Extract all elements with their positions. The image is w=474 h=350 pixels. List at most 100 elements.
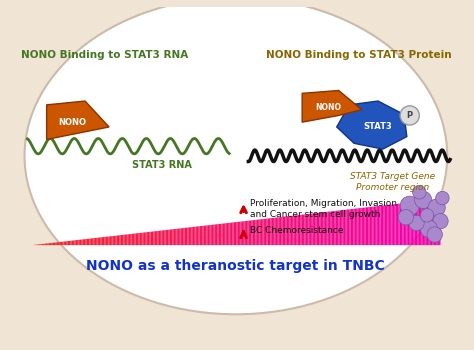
Polygon shape <box>141 233 143 245</box>
Polygon shape <box>239 222 240 245</box>
Polygon shape <box>182 228 183 245</box>
Polygon shape <box>163 230 164 245</box>
Polygon shape <box>291 216 292 245</box>
Polygon shape <box>439 199 440 245</box>
Polygon shape <box>301 215 303 245</box>
Polygon shape <box>370 207 371 245</box>
Polygon shape <box>221 224 223 245</box>
Polygon shape <box>310 214 311 245</box>
Polygon shape <box>364 208 365 245</box>
Polygon shape <box>264 219 265 245</box>
Ellipse shape <box>409 215 424 231</box>
Ellipse shape <box>433 214 448 229</box>
Polygon shape <box>284 217 285 245</box>
Polygon shape <box>81 239 82 245</box>
Polygon shape <box>386 205 387 245</box>
Polygon shape <box>178 229 179 245</box>
Polygon shape <box>183 228 185 245</box>
Polygon shape <box>234 222 235 245</box>
Polygon shape <box>110 236 111 245</box>
Polygon shape <box>382 205 383 245</box>
Polygon shape <box>259 219 261 245</box>
Polygon shape <box>250 220 251 245</box>
Polygon shape <box>240 222 242 245</box>
Polygon shape <box>157 231 159 245</box>
Polygon shape <box>53 243 54 245</box>
Polygon shape <box>385 205 386 245</box>
Polygon shape <box>280 217 281 245</box>
Polygon shape <box>209 225 210 245</box>
Polygon shape <box>152 231 154 245</box>
Polygon shape <box>42 244 43 245</box>
Text: STAT3 Target Gene
Promoter region: STAT3 Target Gene Promoter region <box>350 172 435 191</box>
Polygon shape <box>156 231 157 245</box>
Polygon shape <box>171 229 173 245</box>
Polygon shape <box>408 203 409 245</box>
Polygon shape <box>121 235 122 245</box>
Polygon shape <box>431 200 432 245</box>
Polygon shape <box>72 240 73 245</box>
Polygon shape <box>319 212 321 245</box>
Polygon shape <box>47 243 48 245</box>
Polygon shape <box>255 220 257 245</box>
Polygon shape <box>302 90 362 122</box>
Polygon shape <box>134 233 136 245</box>
Text: NONO as a theranostic target in TNBC: NONO as a theranostic target in TNBC <box>86 259 385 273</box>
Text: NONO Binding to STAT3 Protein: NONO Binding to STAT3 Protein <box>266 50 452 60</box>
Polygon shape <box>196 226 197 245</box>
Polygon shape <box>43 244 45 245</box>
Polygon shape <box>351 209 352 245</box>
Polygon shape <box>76 240 77 245</box>
Polygon shape <box>220 224 221 245</box>
Polygon shape <box>303 215 304 245</box>
Text: STAT3 RNA: STAT3 RNA <box>132 160 192 170</box>
Text: BC Chemoresistance: BC Chemoresistance <box>250 226 344 235</box>
Polygon shape <box>174 229 175 245</box>
Polygon shape <box>360 208 362 245</box>
Polygon shape <box>213 225 215 245</box>
Polygon shape <box>343 210 344 245</box>
Polygon shape <box>311 214 312 245</box>
Polygon shape <box>103 237 104 245</box>
Text: P: P <box>407 111 413 120</box>
Polygon shape <box>237 222 238 245</box>
Polygon shape <box>40 244 42 245</box>
Polygon shape <box>164 230 165 245</box>
Ellipse shape <box>420 209 434 222</box>
Polygon shape <box>46 244 47 245</box>
Polygon shape <box>317 213 318 245</box>
Polygon shape <box>228 223 229 245</box>
Polygon shape <box>354 209 355 245</box>
Polygon shape <box>122 235 123 245</box>
Polygon shape <box>223 223 224 245</box>
Polygon shape <box>144 232 145 245</box>
Polygon shape <box>59 242 61 245</box>
Polygon shape <box>394 204 396 245</box>
Polygon shape <box>426 201 427 245</box>
Polygon shape <box>258 219 259 245</box>
Polygon shape <box>330 211 332 245</box>
Polygon shape <box>123 234 125 245</box>
Polygon shape <box>179 228 181 245</box>
Polygon shape <box>285 216 287 245</box>
Polygon shape <box>137 233 138 245</box>
Polygon shape <box>262 219 264 245</box>
Polygon shape <box>298 215 299 245</box>
Polygon shape <box>428 200 429 245</box>
Polygon shape <box>290 216 291 245</box>
Polygon shape <box>215 224 216 245</box>
Polygon shape <box>332 211 333 245</box>
Polygon shape <box>167 230 168 245</box>
Polygon shape <box>429 200 431 245</box>
Polygon shape <box>362 208 363 245</box>
Polygon shape <box>84 239 85 245</box>
Polygon shape <box>115 236 117 245</box>
Text: STAT3: STAT3 <box>364 122 392 132</box>
Polygon shape <box>186 228 187 245</box>
Polygon shape <box>98 238 99 245</box>
Polygon shape <box>389 205 390 245</box>
Polygon shape <box>92 238 93 245</box>
Polygon shape <box>145 232 146 245</box>
Polygon shape <box>73 240 74 245</box>
Text: NONO: NONO <box>315 103 341 112</box>
